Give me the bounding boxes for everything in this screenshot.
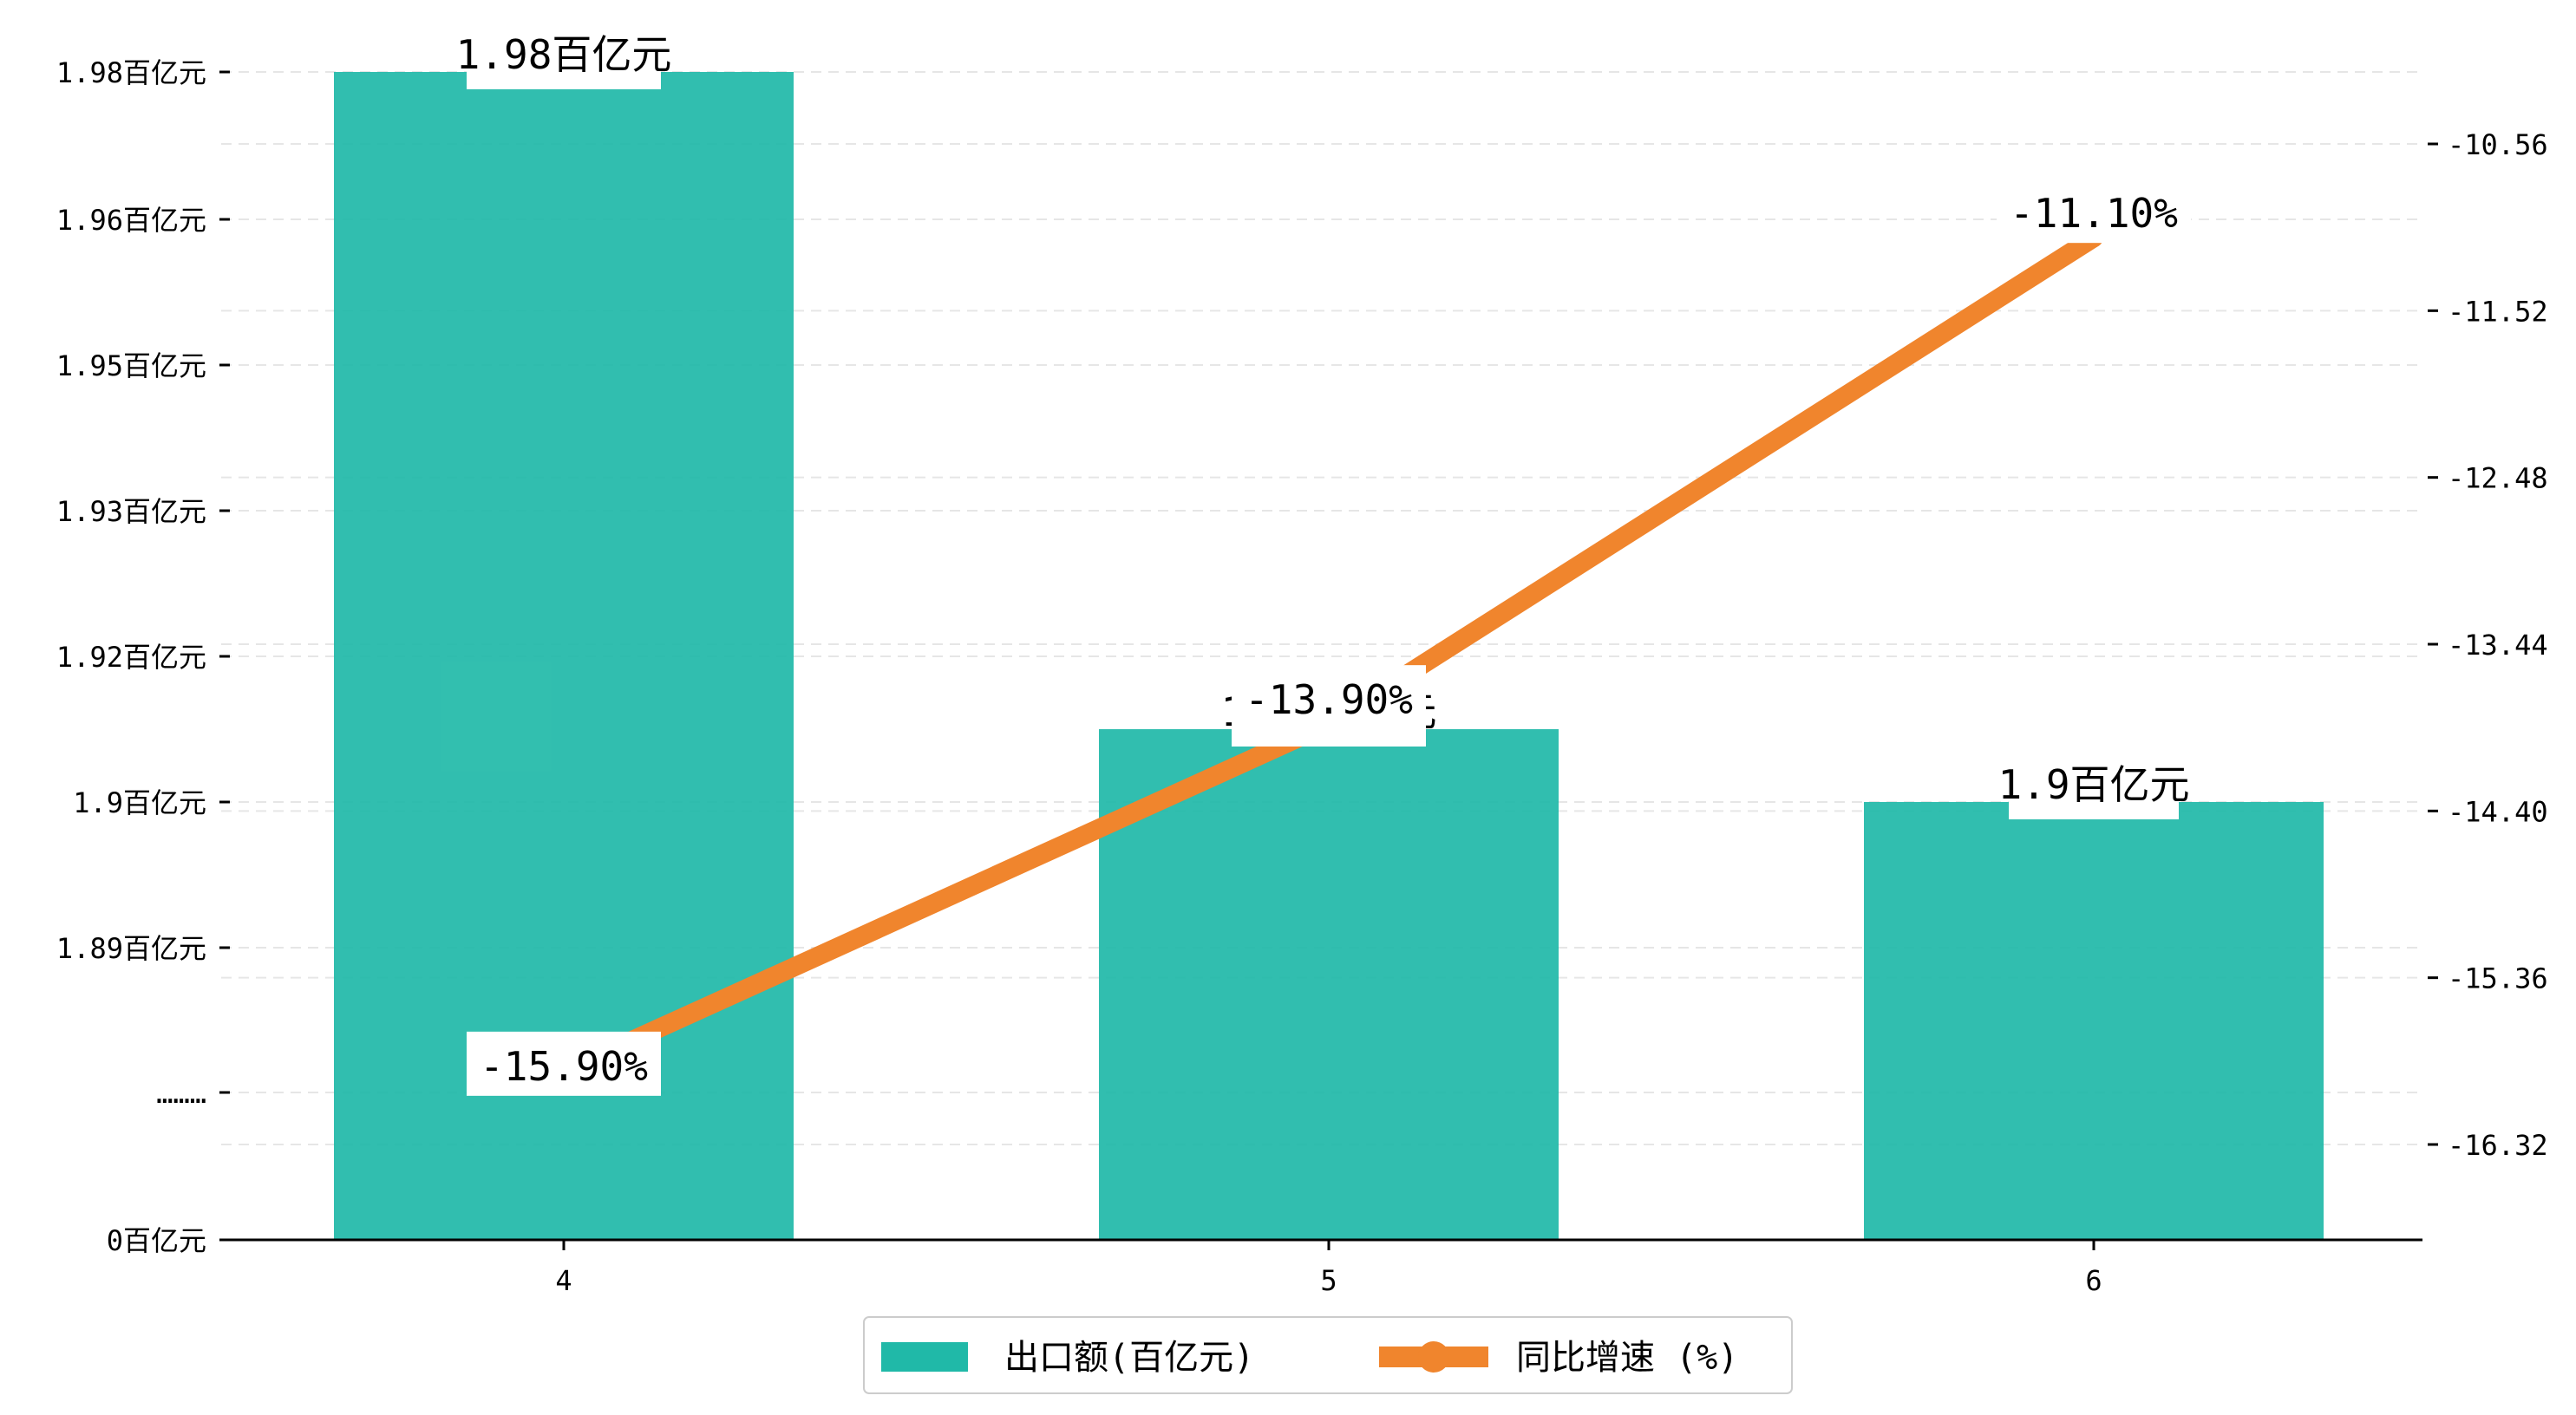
line-label-box — [467, 1031, 661, 1096]
left-tick-label: 1.96百亿元 — [56, 204, 206, 237]
legend: 出口额(百亿元) 同比增速 (%) — [863, 1316, 1793, 1394]
left-tick-label: 1.9百亿元 — [73, 786, 206, 819]
bar-series — [334, 72, 2324, 1240]
left-tick-label: ……… — [156, 1077, 206, 1110]
line-value-label: -15.90% — [480, 1043, 648, 1090]
line-value-label: -11.10% — [2010, 190, 2178, 237]
right-tick-label: -16.32 — [2448, 1129, 2548, 1162]
bar-label-box — [2009, 752, 2179, 819]
legend-bar-label: 出口额(百亿元) — [1004, 1338, 1254, 1378]
x-tick-label: 6 — [2085, 1264, 2102, 1297]
right-tick-label: -11.52 — [2448, 295, 2548, 328]
x-tick-label: 4 — [555, 1264, 572, 1297]
bar — [1099, 729, 1559, 1240]
left-tick-label: 1.89百亿元 — [56, 932, 206, 965]
right-tick-label: -13.44 — [2448, 629, 2548, 662]
bar — [1864, 802, 2324, 1240]
right-tick-label: -10.56 — [2448, 128, 2548, 161]
line-label-box — [1232, 665, 1426, 730]
bar-label-box — [467, 22, 661, 89]
legend-line-marker — [1418, 1341, 1449, 1373]
legend-line-label: 同比增速 (%) — [1516, 1338, 1738, 1378]
left-tick-label: 1.93百亿元 — [56, 495, 206, 528]
x-axis-ticks: 4 5 6 — [555, 1240, 2102, 1297]
left-tick-label: 1.95百亿元 — [56, 349, 206, 382]
bar-value-label: 1.98百亿元 — [456, 31, 672, 78]
legend-bar-swatch — [881, 1342, 968, 1372]
right-tick-label: -15.36 — [2448, 962, 2548, 995]
right-axis-ticks: -16.32 -15.36 -14.40 -13.44 -12.48 -11.52 -10.… — [2428, 128, 2548, 1162]
line-value-label: -13.90% — [1245, 676, 1413, 723]
x-tick-label: 5 — [1320, 1264, 1337, 1297]
bar-value-label: 1.9百亿元 — [1997, 761, 2189, 808]
right-tick-label: -12.48 — [2448, 462, 2548, 495]
line-value-labels: -15.90% -13.90% -11.10% — [467, 179, 2191, 1096]
left-axis-ticks: 0百亿元 ……… 1.89百亿元 1.9百亿元 1.92百亿元 1.93百亿元 1.95百亿… — [56, 56, 230, 1257]
left-tick-label: 1.92百亿元 — [56, 641, 206, 674]
right-tick-label: -14.40 — [2448, 795, 2548, 828]
line-label-box — [1997, 179, 2191, 244]
legend-frame — [863, 1316, 1793, 1394]
left-tick-label: 1.98百亿元 — [56, 56, 206, 89]
left-tick-label: 0百亿元 — [107, 1224, 206, 1257]
